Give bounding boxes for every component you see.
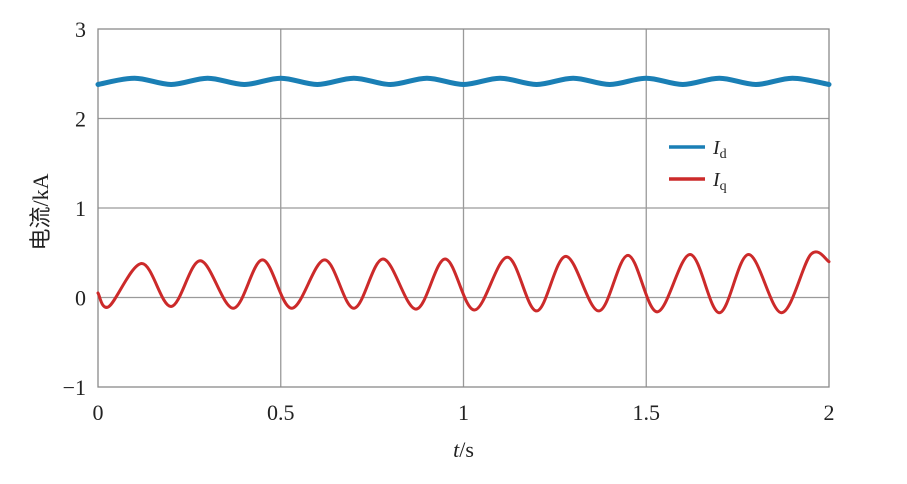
x-tick-label: 0 [93,400,104,425]
legend: Id Iq [669,137,727,194]
y-tick-label: 3 [75,17,86,42]
y-tick-label: 1 [75,196,86,221]
x-tick-label: 1.5 [633,400,661,425]
x-tick-label: 1 [458,400,469,425]
x-tick-label: 0.5 [267,400,295,425]
plot-frame [97,28,830,388]
legend-label: Id [712,137,727,162]
tick-labels: 0 0.5 1 1.5 2 −1 0 1 2 3 [63,17,835,425]
x-tick-label: 2 [824,400,835,425]
y-tick-label: −1 [63,375,86,400]
y-tick-label: 2 [75,107,86,132]
grid [98,29,829,387]
y-tick-label: 0 [75,286,86,311]
x-axis-label-var: t [453,437,460,462]
series-line-Iq [96,250,831,315]
series-layer [95,75,832,315]
legend-label: Iq [712,169,727,194]
x-axis-label: t/s [453,437,474,462]
y-axis-label: 电流/kA [28,173,53,250]
series-line-Id [95,75,832,87]
x-axis-label-unit: /s [459,437,474,462]
